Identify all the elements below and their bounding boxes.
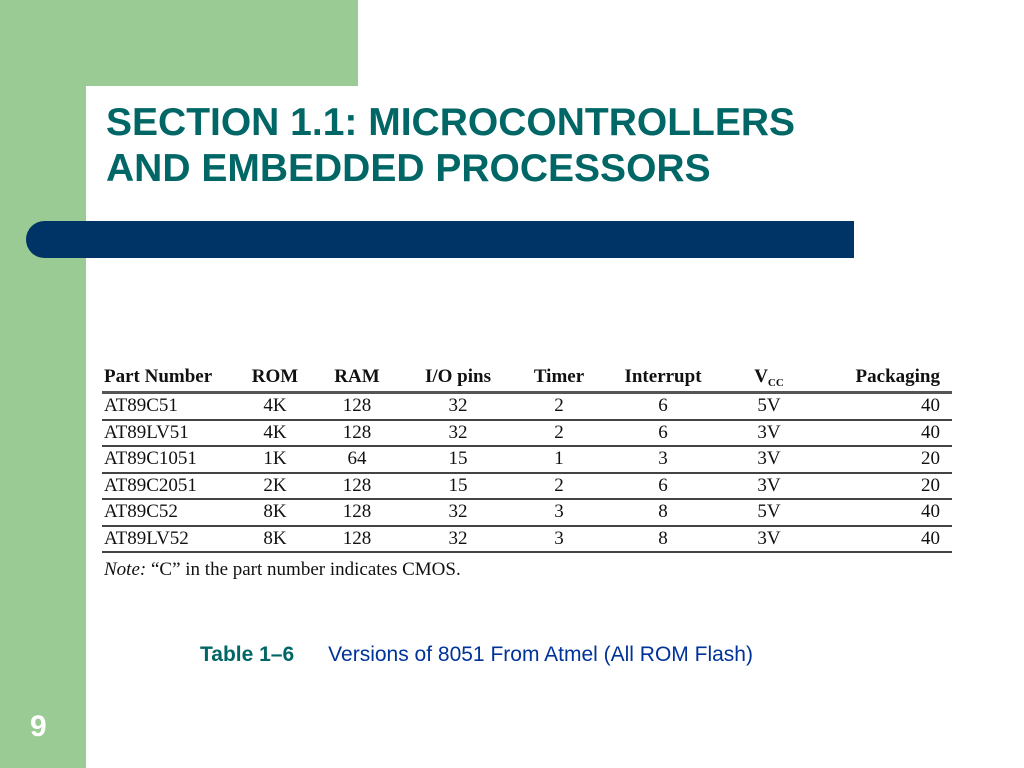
table-row: AT89C2051 2K 128 15 2 6 3V 20 bbox=[102, 472, 952, 500]
caption-text: Versions of 8051 From Atmel (All ROM Fla… bbox=[328, 643, 753, 666]
header-interrupt: Interrupt bbox=[608, 363, 718, 394]
table-cell: 6 bbox=[608, 392, 718, 421]
table-cell: 8 bbox=[608, 525, 718, 553]
table-cell: 6 bbox=[608, 419, 718, 447]
table-cell: 40 bbox=[820, 499, 952, 527]
table-cell: 32 bbox=[406, 499, 510, 527]
table-cell: 3V bbox=[718, 472, 820, 500]
header-ram: RAM bbox=[308, 363, 406, 394]
table-cell: 128 bbox=[308, 419, 406, 447]
table-cell: 40 bbox=[820, 419, 952, 447]
table-cell: 5V bbox=[718, 499, 820, 527]
table-cell: 8K bbox=[242, 525, 308, 553]
table-cell: 128 bbox=[308, 525, 406, 553]
table-cell: 8K bbox=[242, 499, 308, 527]
header-io-pins: I/O pins bbox=[406, 363, 510, 394]
table-cell: 2K bbox=[242, 472, 308, 500]
title-underline-bar bbox=[26, 221, 854, 258]
table-cell: 64 bbox=[308, 446, 406, 474]
green-side-band bbox=[0, 0, 86, 768]
table-cell: AT89LV51 bbox=[102, 419, 242, 447]
table-caption: Table 1–6 Versions of 8051 From Atmel (Al… bbox=[200, 643, 753, 667]
table-cell: 5V bbox=[718, 392, 820, 421]
atmel-versions-table: Part Number ROM RAM I/O pins Timer Inter… bbox=[102, 363, 952, 553]
table-cell: 20 bbox=[820, 472, 952, 500]
title-line-2: AND EMBEDDED PROCESSORS bbox=[106, 147, 711, 190]
table-body: AT89C51 4K 128 32 2 6 5V 40 AT89LV51 4K 128 32 2 6 3V 4… bbox=[102, 392, 952, 553]
table-cell: 3 bbox=[510, 499, 608, 527]
table-cell: 40 bbox=[820, 392, 952, 421]
table-cell: 3V bbox=[718, 419, 820, 447]
header-timer: Timer bbox=[510, 363, 608, 394]
table-row: AT89LV52 8K 128 32 3 8 3V 40 bbox=[102, 525, 952, 553]
title-line-1: SECTION 1.1: MICROCONTROLLERS bbox=[106, 101, 796, 144]
table-row: AT89C1051 1K 64 15 1 3 3V 20 bbox=[102, 446, 952, 474]
header-packaging: Packaging bbox=[820, 363, 952, 394]
table-cell: 3 bbox=[608, 446, 718, 474]
table-cell: 2 bbox=[510, 419, 608, 447]
table-cell: AT89C2051 bbox=[102, 472, 242, 500]
header-part-number: Part Number bbox=[102, 363, 242, 394]
header-vcc-main: V bbox=[754, 365, 768, 387]
table-cell: 1 bbox=[510, 446, 608, 474]
table-row: AT89C52 8K 128 32 3 8 5V 40 bbox=[102, 499, 952, 527]
table-row: AT89LV51 4K 128 32 2 6 3V 40 bbox=[102, 419, 952, 447]
table-cell: 128 bbox=[308, 499, 406, 527]
table-note: Note: “C” in the part number indicates C… bbox=[104, 559, 461, 581]
caption-label: Table 1–6 bbox=[200, 643, 295, 666]
table-cell: 3V bbox=[718, 446, 820, 474]
page-number: 9 bbox=[30, 710, 47, 743]
table-cell: 4K bbox=[242, 392, 308, 421]
note-label: Note: bbox=[104, 559, 147, 580]
table-cell: 1K bbox=[242, 446, 308, 474]
table-cell: AT89C51 bbox=[102, 392, 242, 421]
table-cell: 128 bbox=[308, 472, 406, 500]
table-cell: 2 bbox=[510, 472, 608, 500]
table-cell: 32 bbox=[406, 525, 510, 553]
table-cell: 8 bbox=[608, 499, 718, 527]
table-cell: AT89C1051 bbox=[102, 446, 242, 474]
table-cell: 32 bbox=[406, 392, 510, 421]
header-vcc: VCC bbox=[718, 363, 820, 394]
table-cell: AT89C52 bbox=[102, 499, 242, 527]
header-vcc-subscript: CC bbox=[767, 376, 784, 389]
table-header-row: Part Number ROM RAM I/O pins Timer Inter… bbox=[102, 363, 952, 394]
header-rom: ROM bbox=[242, 363, 308, 394]
table-cell: 4K bbox=[242, 419, 308, 447]
table-cell: AT89LV52 bbox=[102, 525, 242, 553]
table-cell: 32 bbox=[406, 419, 510, 447]
table-cell: 128 bbox=[308, 392, 406, 421]
table-cell: 40 bbox=[820, 525, 952, 553]
table-cell: 3 bbox=[510, 525, 608, 553]
table-row: AT89C51 4K 128 32 2 6 5V 40 bbox=[102, 392, 952, 421]
note-text: “C” in the part number indicates CMOS. bbox=[146, 559, 461, 580]
table-cell: 2 bbox=[510, 392, 608, 421]
table-cell: 3V bbox=[718, 525, 820, 553]
table-cell: 6 bbox=[608, 472, 718, 500]
table-cell: 15 bbox=[406, 472, 510, 500]
slide-title: SECTION 1.1: MICROCONTROLLERS AND EMBEDD… bbox=[106, 100, 986, 192]
table-cell: 15 bbox=[406, 446, 510, 474]
table-cell: 20 bbox=[820, 446, 952, 474]
